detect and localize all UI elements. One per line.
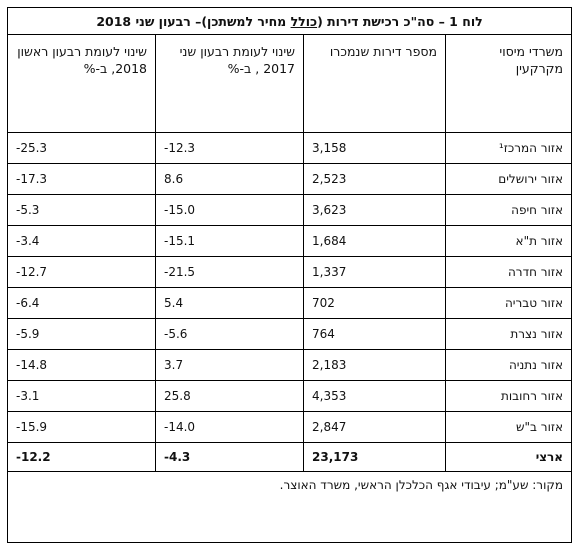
vs-q2-2017-cell: -5.6 bbox=[155, 318, 305, 350]
apartments-cell: 3,623 bbox=[303, 194, 447, 226]
apartments-cell: 2,847 bbox=[303, 411, 447, 443]
apartments-cell: 4,353 bbox=[303, 380, 447, 412]
total-vs-q1-2018: -12.2 bbox=[6, 442, 157, 472]
vs-q1-2018-cell: -3.1 bbox=[6, 380, 157, 412]
header-apartments: מספר דירות שנמכרו bbox=[303, 34, 447, 133]
table-row: אזור רחובות 4,353 25.8 -3.1 bbox=[6, 380, 573, 412]
vs-q1-2018-cell: -12.7 bbox=[6, 256, 157, 288]
vs-q2-2017-cell: 5.4 bbox=[155, 287, 305, 319]
apartments-cell: 3,158 bbox=[303, 132, 447, 164]
vs-q2-2017-cell: 8.6 bbox=[155, 163, 305, 195]
total-apartments: 23,173 bbox=[303, 442, 447, 472]
vs-q2-2017-cell: -15.0 bbox=[155, 194, 305, 226]
header-row: משרדי מיסוי מקרקעין מספר דירות שנמכרו שי… bbox=[6, 34, 573, 133]
vs-q1-2018-cell: -14.8 bbox=[6, 349, 157, 381]
table-row: אזור ירושלים 2,523 8.6 -17.3 bbox=[6, 163, 573, 195]
apartments-cell: 2,183 bbox=[303, 349, 447, 381]
region-cell: אזור ת"א bbox=[445, 225, 573, 257]
total-vs-q2-2017: -4.3 bbox=[155, 442, 305, 472]
region-cell: אזור חדרה bbox=[445, 256, 573, 288]
page: לוח 1 – סה"כ רכישת דירות (כולל מחיר למשת… bbox=[6, 7, 573, 543]
region-cell: אזור רחובות bbox=[445, 380, 573, 412]
apartments-cell: 2,523 bbox=[303, 163, 447, 195]
vs-q2-2017-cell: 25.8 bbox=[155, 380, 305, 412]
vs-q2-2017-cell: -15.1 bbox=[155, 225, 305, 257]
vs-q1-2018-cell: -5.3 bbox=[6, 194, 157, 226]
source-note: מקור: שע"מ; עיבודי אגף הכלכלן הראשי, משר… bbox=[6, 471, 573, 543]
title-underlined: כולל bbox=[290, 13, 318, 29]
vs-q2-2017-cell: -21.5 bbox=[155, 256, 305, 288]
title-suffix: מחיר למשתכן)– רבעון שני 2018 bbox=[96, 13, 291, 29]
header-region: משרדי מיסוי מקרקעין bbox=[445, 34, 573, 133]
vs-q2-2017-cell: 3.7 bbox=[155, 349, 305, 381]
region-cell: אזור המרכז¹ bbox=[445, 132, 573, 164]
vs-q1-2018-cell: -3.4 bbox=[6, 225, 157, 257]
apartments-cell: 1,684 bbox=[303, 225, 447, 257]
apartment-purchases-table: לוח 1 – סה"כ רכישת דירות (כולל מחיר למשת… bbox=[6, 7, 573, 543]
region-cell: אזור חיפה bbox=[445, 194, 573, 226]
title-prefix: לוח 1 – סה"כ רכישת דירות ( bbox=[317, 13, 483, 29]
table-row: אזור נצרת 764 -5.6 -5.9 bbox=[6, 318, 573, 350]
vs-q1-2018-cell: -17.3 bbox=[6, 163, 157, 195]
table-title-row: לוח 1 – סה"כ רכישת דירות (כולל מחיר למשת… bbox=[6, 7, 573, 35]
region-cell: אזור טבריה bbox=[445, 287, 573, 319]
apartments-cell: 702 bbox=[303, 287, 447, 319]
region-cell: אזור נצרת bbox=[445, 318, 573, 350]
table-row: אזור חדרה 1,337 -21.5 -12.7 bbox=[6, 256, 573, 288]
total-row: ארצי 23,173 -4.3 -12.2 bbox=[6, 442, 573, 472]
vs-q1-2018-cell: -15.9 bbox=[6, 411, 157, 443]
total-region: ארצי bbox=[445, 442, 573, 472]
table-row: אזור ב"ש 2,847 -14.0 -15.9 bbox=[6, 411, 573, 443]
table-row: אזור ת"א 1,684 -15.1 -3.4 bbox=[6, 225, 573, 257]
apartments-cell: 1,337 bbox=[303, 256, 447, 288]
region-cell: אזור נתניה bbox=[445, 349, 573, 381]
vs-q1-2018-cell: -5.9 bbox=[6, 318, 157, 350]
header-vs-q1-2018: שינוי לעומת רבעון ראשון 2018, ב-% bbox=[6, 34, 157, 133]
region-cell: אזור ירושלים bbox=[445, 163, 573, 195]
header-vs-q2-2017: שינוי לעומת רבעון שני 2017 , ב-% bbox=[155, 34, 305, 133]
table-row: אזור חיפה 3,623 -15.0 -5.3 bbox=[6, 194, 573, 226]
vs-q2-2017-cell: -12.3 bbox=[155, 132, 305, 164]
apartments-cell: 764 bbox=[303, 318, 447, 350]
source-row: מקור: שע"מ; עיבודי אגף הכלכלן הראשי, משר… bbox=[6, 471, 573, 543]
vs-q1-2018-cell: -6.4 bbox=[6, 287, 157, 319]
vs-q1-2018-cell: -25.3 bbox=[6, 132, 157, 164]
table-title: לוח 1 – סה"כ רכישת דירות (כולל מחיר למשת… bbox=[6, 7, 573, 35]
table-row: אזור המרכז¹ 3,158 -12.3 -25.3 bbox=[6, 132, 573, 164]
table-row: אזור טבריה 702 5.4 -6.4 bbox=[6, 287, 573, 319]
region-cell: אזור ב"ש bbox=[445, 411, 573, 443]
vs-q2-2017-cell: -14.0 bbox=[155, 411, 305, 443]
table-row: אזור נתניה 2,183 3.7 -14.8 bbox=[6, 349, 573, 381]
